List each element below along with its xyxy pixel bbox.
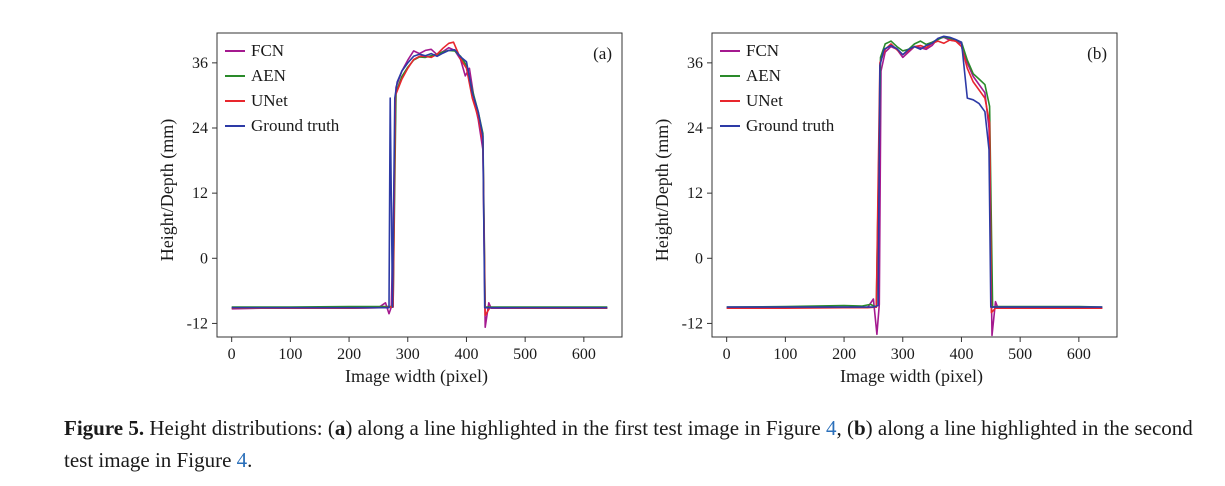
y-tick-label: -12: [187, 315, 208, 332]
plot-frame: [711, 32, 1118, 338]
series-line-unet: [231, 41, 608, 317]
y-tick-label: -12: [682, 315, 703, 332]
caption-text-1: Height distributions: (: [144, 416, 335, 440]
series-line-fcn: [231, 46, 608, 329]
caption-figure-link-2[interactable]: 4: [236, 448, 248, 472]
series-line-aen: [726, 35, 1103, 308]
x-tick-label: 400: [949, 346, 973, 363]
caption-text-5: .: [247, 448, 253, 472]
chart-panel-b: 0 100 200 300 400 500 600 -12 0 12 24 36 Image width…: [652, 32, 1118, 387]
x-tick-label: 0: [228, 346, 236, 363]
y-axis-label: Height/Depth (mm): [157, 119, 178, 261]
x-tick-label: 100: [773, 346, 797, 363]
legend-entry: Ground truth: [251, 116, 340, 135]
x-tick-label: 600: [572, 346, 596, 363]
caption-text-3: , (: [836, 416, 854, 440]
legend-entry: FCN: [746, 41, 779, 60]
legend-entry: Ground truth: [746, 116, 835, 135]
chart-panel-a: 0 100 200 300 400 500 600 -12 0 12 24 36 Image width…: [157, 32, 623, 387]
y-tick-label: 12: [687, 185, 703, 202]
legend-entry: UNet: [251, 91, 288, 110]
x-tick-label: 500: [1008, 346, 1032, 363]
series-group: [726, 35, 1103, 337]
y-tick-label: 24: [687, 120, 703, 137]
series-line-ground-truth: [726, 35, 1103, 308]
x-tick-label: 100: [278, 346, 302, 363]
x-tick-label: 300: [396, 346, 420, 363]
legend: FCN AEN UNet Ground truth: [225, 41, 340, 135]
figure-charts: 0 100 200 300 400 500 600 -12 0 12 24 36 Image width…: [157, 32, 1118, 387]
y-tick-label: 12: [192, 185, 208, 202]
panel-label: (b): [1087, 44, 1107, 63]
x-tick-label: 200: [832, 346, 856, 363]
series-line-aen: [231, 49, 608, 308]
caption-text-2: ) along a line highlighted in the first …: [345, 416, 826, 440]
legend-entry: AEN: [251, 66, 286, 85]
legend-entry: FCN: [251, 41, 284, 60]
y-axis-label: Height/Depth (mm): [652, 119, 673, 261]
x-tick-label: 600: [1067, 346, 1091, 363]
x-axis-label: Image width (pixel): [345, 366, 488, 387]
panel-label: (a): [593, 44, 612, 63]
series-line-ground-truth: [231, 48, 608, 309]
y-tick-label: 0: [200, 250, 208, 267]
x-tick-label: 400: [454, 346, 478, 363]
caption-figure-label: Figure 5.: [64, 416, 145, 440]
y-tick-label: 24: [192, 120, 208, 137]
y-tick-label: 0: [695, 250, 703, 267]
legend-entry: UNet: [746, 91, 783, 110]
caption-b-letter: b: [853, 416, 866, 440]
legend-entry: AEN: [746, 66, 781, 85]
caption-text-4: ) along a line highlighted in the second…: [64, 416, 1193, 472]
caption-figure-link-1[interactable]: 4: [825, 416, 837, 440]
legend: FCN AEN UNet Ground truth: [720, 41, 835, 135]
figure-caption: Figure 5. Height distributions: (a) alon…: [64, 412, 1214, 476]
x-axis-label: Image width (pixel): [840, 366, 983, 387]
plot-frame: [216, 32, 623, 338]
x-tick-label: 500: [513, 346, 537, 363]
series-line-unet: [726, 39, 1103, 314]
x-tick-label: 300: [891, 346, 915, 363]
x-tick-label: 0: [723, 346, 731, 363]
y-tick-label: 36: [192, 55, 208, 72]
y-tick-label: 36: [687, 55, 703, 72]
x-tick-label: 200: [337, 346, 361, 363]
series-line-fcn: [726, 36, 1103, 337]
series-group: [231, 41, 608, 329]
caption-a-letter: a: [334, 416, 346, 440]
